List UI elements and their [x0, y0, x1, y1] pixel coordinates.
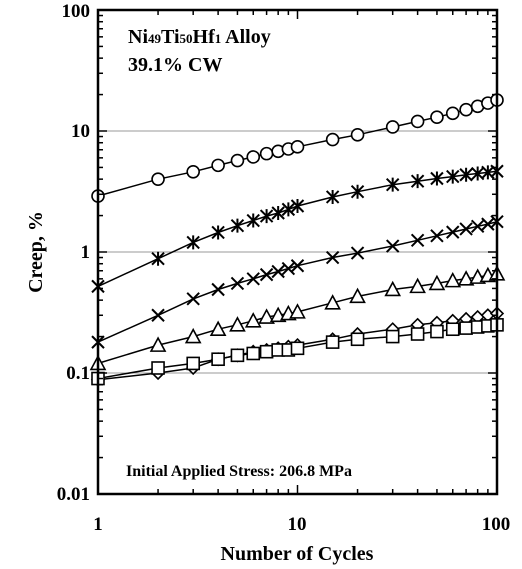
series-line-asterisk	[97, 170, 498, 288]
data-point-asterisk-5	[246, 213, 260, 228]
data-point-square-11	[350, 332, 365, 347]
series-line-x	[97, 220, 498, 343]
data-point-square-1	[151, 361, 165, 375]
x-tick-label-10: 10	[288, 514, 307, 535]
data-point-asterisk-9	[290, 198, 305, 213]
data-point-square-6	[259, 344, 274, 359]
data-point-asterisk-12	[385, 177, 400, 192]
data-point-circle-1	[151, 172, 165, 186]
stress-annotation: Initial Applied Stress: 206.8 MPa	[126, 463, 352, 480]
data-point-x-16	[459, 222, 473, 236]
x-axis-title: Number of Cycles	[221, 543, 374, 565]
data-point-square-15	[445, 322, 460, 337]
y-tick-label-10: 10	[71, 121, 90, 142]
x-tick-label-1: 1	[93, 514, 103, 535]
data-point-circle-6	[259, 146, 274, 161]
data-point-asterisk-13	[410, 174, 425, 189]
data-point-triangle-6	[258, 308, 275, 324]
data-point-asterisk-10	[325, 189, 340, 204]
data-point-x-5	[246, 272, 260, 286]
data-point-square-16	[459, 321, 473, 335]
data-point-x-9	[290, 259, 305, 273]
data-point-triangle-3	[209, 320, 227, 337]
data-point-asterisk-3	[211, 225, 225, 240]
data-point-circle-3	[211, 158, 225, 173]
data-point-asterisk-11	[350, 184, 365, 199]
data-point-asterisk-14	[430, 171, 444, 186]
data-point-asterisk-15	[446, 169, 460, 184]
data-point-x-3	[211, 282, 225, 297]
y-tick-label-0.01: 0.01	[57, 484, 90, 505]
x-tick-label-100: 100	[482, 514, 511, 535]
data-point-x-14	[430, 229, 444, 243]
data-point-circle-12	[385, 120, 400, 134]
y-tick-label-0.1: 0.1	[66, 363, 90, 384]
axis-ticks	[97, 10, 497, 495]
data-point-asterisk-4	[230, 218, 245, 233]
data-point-triangle-13	[409, 277, 426, 294]
data-point-triangle-9	[289, 303, 306, 319]
data-point-square-4	[230, 348, 245, 363]
data-point-circle-10	[325, 132, 340, 147]
data-point-triangle-10	[324, 294, 341, 310]
data-point-x-18	[481, 217, 495, 231]
data-point-square-14	[430, 324, 444, 339]
data-point-square-3	[211, 352, 225, 367]
data-point-circle-16	[459, 102, 473, 117]
data-point-triangle-1	[149, 336, 167, 352]
data-point-circle-13	[410, 114, 425, 129]
data-point-asterisk-8	[281, 202, 296, 217]
data-point-x-7	[271, 264, 285, 279]
data-point-x-2	[186, 292, 200, 306]
cold-work-annotation: 39.1% CW	[128, 54, 222, 76]
data-point-x-12	[385, 239, 400, 253]
data-point-square-13	[410, 327, 425, 341]
data-point-circle-11	[350, 128, 365, 142]
data-point-square-9	[290, 341, 305, 356]
data-point-circle-5	[246, 150, 261, 164]
data-point-asterisk-2	[186, 235, 200, 250]
data-point-square-5	[246, 346, 261, 361]
data-point-asterisk-1	[151, 251, 165, 266]
data-point-circle-9	[290, 140, 305, 154]
data-point-triangle-16	[457, 270, 475, 286]
data-point-square-12	[385, 329, 400, 344]
data-point-x-11	[350, 246, 365, 260]
data-point-triangle-2	[184, 327, 202, 344]
data-point-asterisk-16	[459, 167, 473, 182]
y-tick-label-100: 100	[62, 1, 91, 22]
data-point-circle-4	[230, 153, 245, 168]
data-point-triangle-5	[244, 312, 262, 328]
data-point-x-17	[470, 219, 485, 234]
data-point-triangle-12	[384, 280, 402, 297]
data-point-circle-2	[186, 165, 200, 179]
data-point-x-1	[151, 308, 165, 322]
data-point-x-10	[325, 250, 340, 265]
data-point-triangle-4	[229, 316, 246, 332]
data-point-triangle-11	[349, 287, 366, 304]
data-point-square-2	[186, 356, 200, 371]
data-point-asterisk-6	[259, 209, 274, 224]
data-point-x-13	[410, 233, 425, 247]
data-point-circle-14	[430, 110, 444, 125]
data-point-triangle-14	[428, 274, 446, 291]
data-point-x-8	[281, 261, 296, 276]
data-point-asterisk-7	[271, 206, 285, 221]
data-point-triangle-15	[444, 271, 462, 288]
series-markers	[89, 93, 506, 387]
alloy-annotation: Ni49Ti50Hf1 Alloy	[128, 26, 271, 48]
data-point-circle-15	[445, 106, 460, 121]
y-tick-label-1: 1	[81, 242, 91, 263]
data-point-square-10	[325, 335, 340, 349]
data-point-x-4	[230, 276, 245, 291]
data-point-x-15	[446, 225, 460, 239]
data-point-x-6	[259, 267, 274, 282]
y-axis-title: Creep, %	[25, 211, 47, 293]
